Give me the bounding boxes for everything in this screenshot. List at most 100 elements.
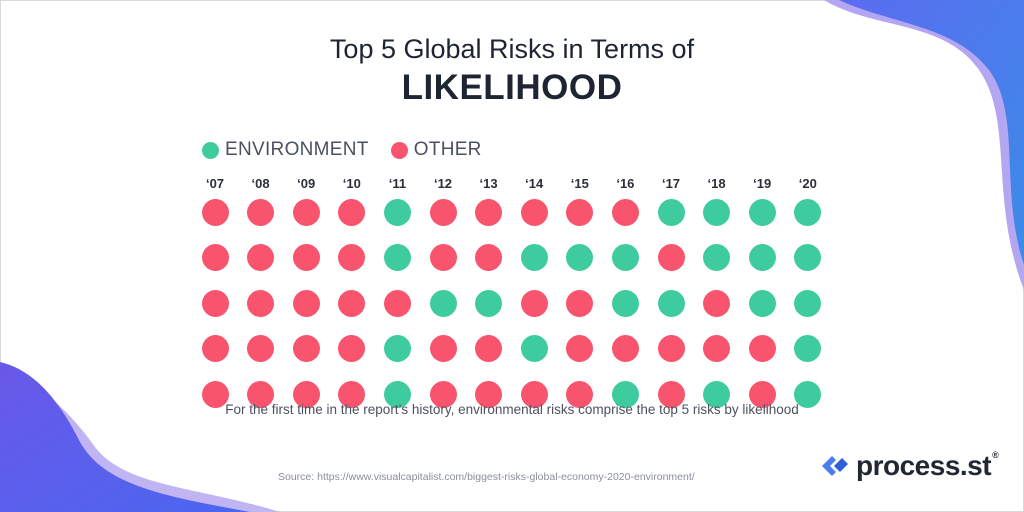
risk-dot-other [703,335,731,362]
decorative-blob-bottom-left [0,362,280,512]
risk-dot-environment [794,380,822,408]
risk-dot-other [520,289,548,317]
year-label: ‘19 [753,176,772,191]
chart-title-line-1: Top 5 Global Risks in Terms of [329,34,695,64]
registered-mark: ® [992,450,999,460]
legend-item-environment: ENVIRONMENT [202,139,369,161]
risk-dot-other [429,335,457,362]
risk-dot-environment [703,380,731,408]
chart-title-line-2: LIKELIHOOD [401,68,623,107]
chart-caption: For the first time in the report’s histo… [225,402,799,417]
risk-dot-other [748,335,776,362]
risk-dot-environment [657,198,685,226]
risk-dot-environment [748,289,776,317]
risk-dot-environment [611,380,639,408]
risk-dot-environment [794,198,822,226]
risk-dot-other [247,380,275,408]
risk-dot-environment [383,335,411,362]
legend-label-other: OTHER [413,139,482,160]
risk-dot-other [657,335,685,362]
risk-dot-other [703,289,731,317]
risk-dot-environment [611,244,639,271]
risk-dot-other [520,198,548,226]
year-label: ‘18 [707,176,726,191]
risk-dot-other [475,198,503,226]
risk-dot-other [247,198,275,226]
risk-dot-environment [611,289,639,317]
year-label: ‘17 [661,176,681,191]
risk-dot-other [429,198,457,226]
risk-dot-environment [657,289,685,317]
year-label: ‘20 [798,176,817,191]
risk-dot-other [201,289,229,317]
process-st-logo-text: process.st® [856,450,999,482]
risk-dot-environment [475,289,503,317]
logo-wordmark: process.st [856,450,992,481]
risk-dot-environment [703,198,731,226]
risk-dot-environment [429,289,457,317]
risk-dot-other [338,289,366,317]
risk-dot-environment [383,244,411,271]
legend-label-environment: ENVIRONMENT [225,139,369,160]
risk-dot-other [201,198,229,226]
risk-dot-other [292,198,320,226]
risk-dot-other [566,289,594,317]
risk-dot-environment [748,198,776,226]
risk-dot-environment [566,244,594,271]
year-label: ‘11 [388,176,407,191]
legend-dot-environment [202,141,219,159]
year-label: ‘08 [251,176,270,191]
risk-dot-other [201,335,229,362]
risk-dot-other [247,289,275,317]
year-label: ‘12 [433,176,453,191]
risk-dot-other [429,380,457,408]
risk-dot-other [247,244,275,271]
risk-dot-other [247,335,275,362]
risk-dot-environment [520,244,548,271]
risk-dot-environment [383,380,411,408]
risk-dot-other [201,244,229,271]
year-label: ‘10 [342,176,361,191]
risk-dot-other [475,244,503,271]
year-label: ‘15 [570,176,589,191]
risk-dot-environment [794,244,822,271]
source-note: Source: https://www.visualcapitalist.com… [278,471,695,483]
risk-dot-environment [794,289,822,317]
risk-dot-other [383,289,411,317]
risk-dot-environment [703,244,731,271]
risk-dot-environment [794,335,822,362]
risk-dot-other [338,198,366,226]
risk-dot-other [201,380,229,408]
year-label: ‘09 [297,176,316,191]
year-label: ‘16 [616,176,635,191]
risk-dot-other [657,380,685,408]
risk-dot-other [292,380,320,408]
risk-dot-environment [748,244,776,271]
risk-dot-other [429,244,457,271]
risk-dot-other [475,380,503,408]
risk-dot-environment [520,335,548,362]
risk-dot-other [611,198,639,226]
risk-dot-other [292,335,320,362]
process-st-logo-icon [822,456,848,476]
risk-dot-other [748,380,776,408]
year-label: ‘13 [479,176,498,191]
risk-dot-other [338,380,366,408]
risk-dot-other [566,380,594,408]
legend: ENVIRONMENT OTHER [202,139,504,161]
risk-dot-other [566,198,594,226]
risk-dot-other [611,335,639,362]
legend-dot-other [390,141,408,159]
risk-dot-other [520,380,548,408]
risk-dot-other [475,335,503,362]
risk-dot-other [292,244,320,271]
year-label: ‘14 [525,176,544,191]
risk-dot-environment [383,198,411,226]
process-st-logo: process.st® [820,450,999,482]
legend-item-other: OTHER [390,139,482,161]
risk-dot-other [338,244,366,271]
decorative-blob-top-right [824,0,1024,290]
year-label: ‘07 [205,176,225,191]
risk-dot-other [566,335,594,362]
risk-dot-other [292,289,320,317]
